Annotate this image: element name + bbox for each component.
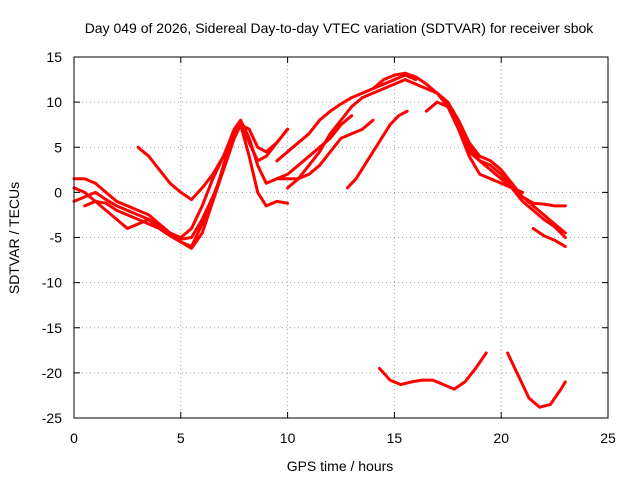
- series-line-track-11: [403, 78, 567, 235]
- series-line-track-4: [83, 123, 243, 250]
- series-line-track-14: [531, 227, 567, 248]
- y-tick-label: -10: [42, 275, 62, 291]
- chart-title: Day 049 of 2026, Sidereal Day-to-day VTE…: [85, 20, 595, 36]
- series-line-track-5: [136, 123, 290, 202]
- x-tick-label: 20: [493, 430, 509, 446]
- x-tick-label: 0: [70, 430, 78, 446]
- series-line-track-13: [435, 91, 525, 194]
- series-line-track-7: [286, 78, 407, 190]
- y-tick-label: 0: [54, 184, 62, 200]
- series-line-track-9: [345, 109, 409, 190]
- series-line-track-8: [275, 118, 375, 181]
- y-tick-label: -5: [50, 230, 63, 246]
- series-line-track-16: [506, 351, 567, 409]
- y-tick-label: -15: [42, 320, 62, 336]
- y-tick-label: 15: [46, 49, 62, 65]
- y-tick-label: -25: [42, 410, 62, 426]
- y-tick-label: 5: [54, 139, 62, 155]
- x-tick-label: 15: [387, 430, 403, 446]
- y-tick-label: -20: [42, 365, 62, 381]
- x-tick-label: 25: [600, 430, 616, 446]
- series-line-track-3: [72, 120, 290, 241]
- grid-lines: [74, 57, 608, 418]
- series-layer: [72, 71, 567, 409]
- series-line-track-15: [377, 351, 488, 391]
- x-axis-title: GPS time / hours: [287, 458, 394, 474]
- y-tick-labels: 15 10 5 0 -5 -10 -15 -20 -25: [42, 49, 62, 426]
- x-tick-label: 10: [280, 430, 296, 446]
- series-line-track-10: [371, 71, 567, 208]
- series-line-track-6: [275, 73, 418, 163]
- y-axis-title: SDTVAR / TECUs: [6, 182, 22, 294]
- x-tick-labels: 0 5 10 15 20 25: [70, 430, 616, 446]
- axis-ticks: [73, 56, 609, 419]
- y-tick-label: 10: [46, 94, 62, 110]
- x-tick-label: 5: [177, 430, 185, 446]
